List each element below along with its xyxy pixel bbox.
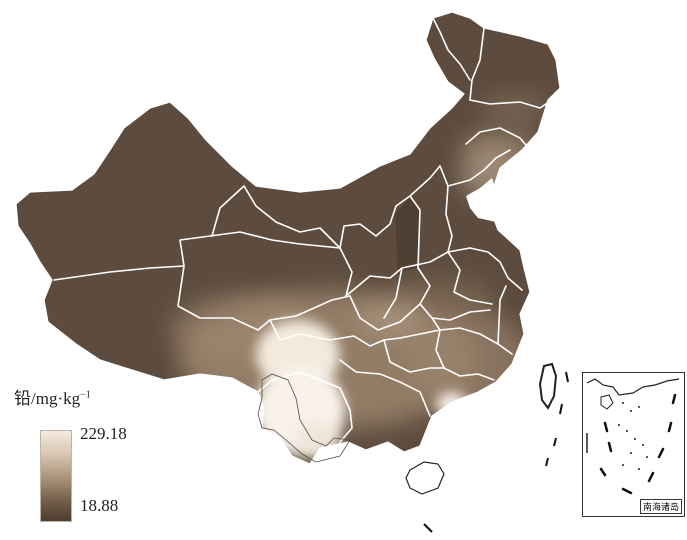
bohai-sea [466,178,508,222]
southwest-region-outline [257,373,351,463]
legend-min-label: 18.88 [80,496,119,515]
inset-label: 南海诸岛 [639,499,682,514]
legend-max-label: 229.18 [80,424,127,443]
legend-title: 铅/mg·kg−1 [14,389,91,408]
hainan-island [405,461,445,495]
taiwan-island [538,362,558,410]
legend-color-ramp [40,430,72,522]
offshore-boundary-marks [423,371,569,533]
legend-title-exponent: −1 [80,389,91,401]
province-boundaries [53,17,553,443]
south-china-sea-inset: 南海诸岛 [582,372,685,517]
inset-map [586,378,680,495]
